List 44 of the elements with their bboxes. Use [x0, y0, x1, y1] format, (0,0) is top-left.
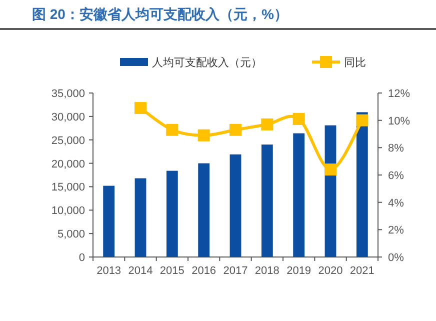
y2-tick-label: 2%	[388, 224, 404, 237]
bar	[293, 133, 305, 257]
x-tick-label: 2020	[318, 265, 343, 277]
y-tick-label: 20,000	[51, 158, 85, 170]
point	[230, 124, 242, 136]
y2-tick-label: 10%	[388, 115, 410, 128]
x-tick-label: 2019	[286, 265, 312, 277]
legend-label: 人均可支配收入（元）	[152, 56, 262, 69]
y-tick-label: 25,000	[51, 134, 85, 147]
y-tick-label: 5,000	[57, 228, 85, 241]
legend-label: 同比	[344, 56, 366, 69]
bar	[103, 186, 115, 257]
point	[134, 102, 146, 114]
chart-title: 图 20：安徽省人均可支配收入（元，%）	[32, 6, 288, 22]
bar	[356, 112, 368, 257]
point	[261, 118, 274, 130]
x-tick-label: 2013	[96, 265, 122, 277]
bar	[261, 144, 273, 257]
x-tick-label: 2015	[160, 265, 184, 277]
point	[356, 114, 368, 126]
bar	[166, 170, 178, 257]
y-tick-label: 15,000	[51, 182, 85, 194]
y-tick-label: 0	[78, 252, 85, 264]
point	[198, 129, 210, 142]
bar	[198, 163, 210, 257]
bar	[324, 125, 336, 257]
y-tick-label: 30,000	[51, 111, 85, 124]
y-tick-label: 35,000	[51, 88, 85, 100]
y-tick-label: 10,000	[51, 205, 85, 218]
point	[324, 164, 336, 176]
y2-tick-label: 0%	[388, 252, 404, 264]
point	[166, 124, 178, 136]
bar	[230, 154, 242, 257]
x-tick-label: 2014	[128, 265, 153, 277]
x-tick-label: 2016	[192, 265, 216, 277]
x-tick-label: 2021	[350, 265, 374, 277]
bar	[134, 178, 146, 257]
x-tick-label: 2018	[254, 265, 280, 277]
y2-tick-label: 8%	[388, 142, 404, 155]
point	[292, 112, 305, 125]
y2-tick-label: 6%	[388, 170, 404, 182]
y2-tick-label: 12%	[388, 88, 410, 100]
y2-tick-label: 4%	[388, 197, 404, 210]
x-tick-label: 2017	[223, 265, 248, 277]
